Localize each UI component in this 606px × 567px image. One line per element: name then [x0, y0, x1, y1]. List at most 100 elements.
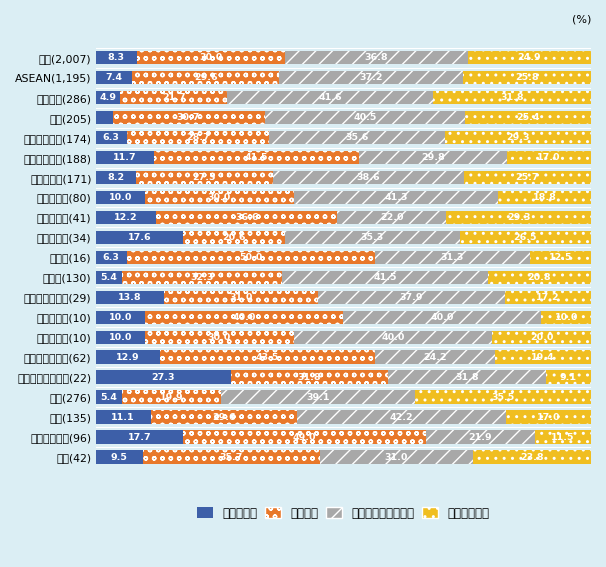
Bar: [506, 411, 590, 424]
Bar: [96, 370, 231, 384]
Text: 10.0: 10.0: [554, 313, 578, 322]
Text: 35.5: 35.5: [491, 393, 514, 402]
Text: 41.5: 41.5: [245, 153, 268, 162]
Text: 30.0: 30.0: [208, 193, 231, 202]
Text: 20.0: 20.0: [530, 333, 553, 342]
Bar: [122, 270, 282, 284]
Bar: [184, 430, 426, 444]
Text: 10.0: 10.0: [108, 193, 132, 202]
Text: 29.8: 29.8: [421, 153, 445, 162]
Text: 31.8: 31.8: [455, 373, 479, 382]
Text: 31.8: 31.8: [298, 373, 321, 382]
Bar: [426, 430, 534, 444]
Text: 10.0: 10.0: [108, 313, 132, 322]
Bar: [488, 270, 591, 284]
Bar: [460, 231, 591, 244]
Text: 5.4: 5.4: [101, 273, 118, 282]
Text: 30.0: 30.0: [199, 53, 222, 62]
Text: 42.2: 42.2: [390, 413, 414, 422]
Text: 25.8: 25.8: [515, 73, 539, 82]
Bar: [96, 290, 164, 304]
Text: 12.9: 12.9: [116, 353, 139, 362]
Bar: [113, 111, 265, 124]
Bar: [492, 331, 591, 344]
Bar: [269, 131, 445, 145]
Bar: [164, 290, 318, 304]
Text: 12.2: 12.2: [114, 213, 138, 222]
Bar: [96, 270, 122, 284]
Text: 49.0: 49.0: [293, 433, 316, 442]
Bar: [145, 331, 294, 344]
Bar: [183, 231, 285, 244]
Bar: [151, 411, 298, 424]
Bar: [96, 211, 156, 225]
Text: 9.1: 9.1: [560, 373, 577, 382]
Text: (%): (%): [571, 15, 591, 25]
Bar: [273, 171, 464, 184]
Text: 20.6: 20.6: [222, 233, 245, 242]
Legend: とても深刻, やや深刻, あまり深刻ではない, 深刻ではない: とても深刻, やや深刻, あまり深刻ではない, 深刻ではない: [197, 506, 490, 519]
Bar: [375, 350, 495, 364]
Bar: [447, 211, 591, 225]
Text: 17.6: 17.6: [127, 233, 151, 242]
Text: 50.0: 50.0: [239, 253, 262, 262]
Bar: [96, 391, 122, 404]
Bar: [294, 331, 492, 344]
Text: 30.0: 30.0: [208, 333, 231, 342]
Text: 39.1: 39.1: [306, 393, 330, 402]
Text: 17.0: 17.0: [537, 413, 560, 422]
Text: 9.5: 9.5: [111, 452, 128, 462]
Bar: [375, 251, 530, 264]
Bar: [156, 211, 338, 225]
Text: 10.0: 10.0: [108, 333, 132, 342]
Bar: [495, 350, 591, 364]
Text: 35.3: 35.3: [361, 233, 384, 242]
Bar: [473, 450, 591, 464]
Text: 23.8: 23.8: [520, 452, 544, 462]
Bar: [120, 91, 227, 104]
Text: 43.5: 43.5: [256, 353, 279, 362]
Text: 40.0: 40.0: [233, 313, 256, 322]
Text: 4.9: 4.9: [99, 93, 116, 102]
Bar: [468, 51, 591, 65]
Text: 6.3: 6.3: [103, 133, 120, 142]
Bar: [338, 211, 447, 225]
Bar: [546, 370, 591, 384]
Text: 5.4: 5.4: [101, 393, 118, 402]
Bar: [282, 270, 488, 284]
Text: 35.7: 35.7: [219, 452, 243, 462]
Text: 27.3: 27.3: [152, 373, 175, 382]
Text: 27.5: 27.5: [193, 173, 216, 182]
Text: 24.2: 24.2: [423, 353, 447, 362]
Bar: [227, 91, 433, 104]
Text: 30.7: 30.7: [177, 113, 200, 122]
Bar: [96, 131, 127, 145]
Bar: [122, 391, 221, 404]
Bar: [534, 430, 591, 444]
Bar: [463, 71, 591, 84]
Bar: [127, 131, 269, 145]
Bar: [96, 171, 136, 184]
Bar: [96, 251, 127, 264]
Text: 35.6: 35.6: [345, 133, 369, 142]
Bar: [285, 51, 468, 65]
Text: 38.6: 38.6: [356, 173, 380, 182]
Text: 31.0: 31.0: [385, 452, 408, 462]
Bar: [359, 151, 507, 164]
Bar: [445, 131, 590, 145]
Text: 31.0: 31.0: [229, 293, 253, 302]
Text: 19.9: 19.9: [160, 393, 184, 402]
Text: 21.9: 21.9: [468, 433, 492, 442]
Text: 32.3: 32.3: [191, 273, 214, 282]
Text: 40.0: 40.0: [381, 333, 405, 342]
Bar: [507, 151, 591, 164]
Bar: [159, 350, 375, 364]
Text: 41.6: 41.6: [319, 93, 342, 102]
Text: 21.7: 21.7: [162, 93, 185, 102]
Bar: [136, 171, 273, 184]
Bar: [145, 191, 294, 204]
Text: 29.6: 29.6: [194, 73, 218, 82]
Text: 29.6: 29.6: [212, 413, 236, 422]
Text: 36.6: 36.6: [235, 213, 259, 222]
Text: 37.9: 37.9: [400, 293, 423, 302]
